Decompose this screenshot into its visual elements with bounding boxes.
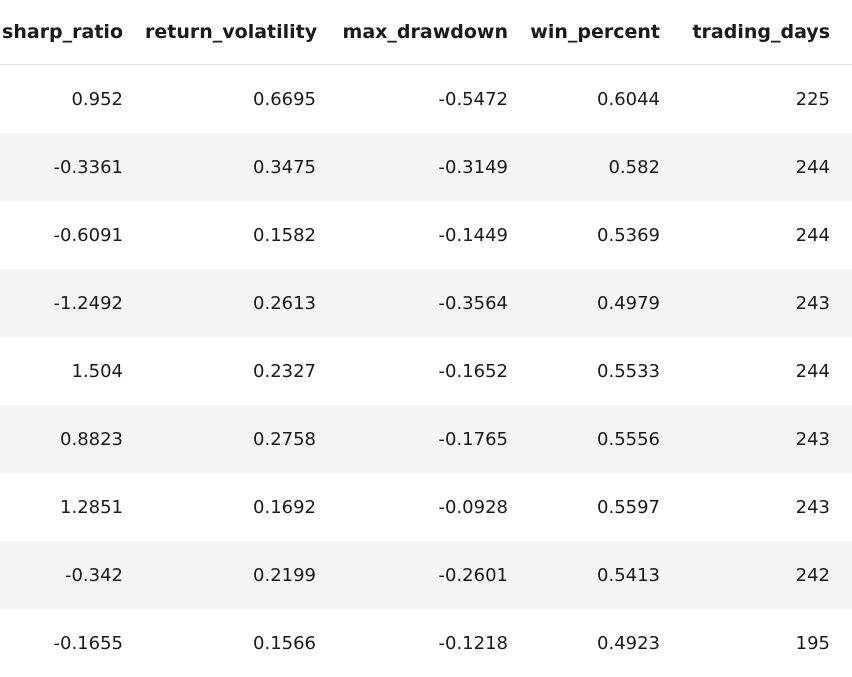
table-row: 0.952 0.6695 -0.5472 0.6044 225 bbox=[0, 65, 852, 134]
cell-trading-days: 243 bbox=[682, 269, 852, 337]
cell-win-percent: 0.5533 bbox=[530, 337, 682, 405]
header-row: sharp_ratio return_volatility max_drawdo… bbox=[0, 0, 852, 65]
cell-trading-days: 242 bbox=[682, 541, 852, 609]
cell-sharp-ratio: -0.342 bbox=[0, 541, 145, 609]
cell-win-percent: 0.5556 bbox=[530, 405, 682, 473]
cell-return-volatility: 0.2758 bbox=[145, 405, 338, 473]
column-header-return-volatility: return_volatility bbox=[145, 0, 338, 65]
table-row: 1.2851 0.1692 -0.0928 0.5597 243 bbox=[0, 473, 852, 541]
cell-max-drawdown: -0.1218 bbox=[338, 609, 530, 677]
cell-trading-days: 244 bbox=[682, 133, 852, 201]
table-row: 0.8823 0.2758 -0.1765 0.5556 243 bbox=[0, 405, 852, 473]
cell-max-drawdown: -0.1765 bbox=[338, 405, 530, 473]
column-header-trading-days: trading_days bbox=[682, 0, 852, 65]
cell-sharp-ratio: -0.3361 bbox=[0, 133, 145, 201]
cell-win-percent: 0.4979 bbox=[530, 269, 682, 337]
cell-sharp-ratio: -0.1655 bbox=[0, 609, 145, 677]
cell-sharp-ratio: 0.952 bbox=[0, 65, 145, 134]
cell-max-drawdown: -0.0928 bbox=[338, 473, 530, 541]
cell-win-percent: 0.5369 bbox=[530, 201, 682, 269]
cell-return-volatility: 0.2327 bbox=[145, 337, 338, 405]
cell-trading-days: 195 bbox=[682, 609, 852, 677]
cell-return-volatility: 0.6695 bbox=[145, 65, 338, 134]
cell-max-drawdown: -0.3564 bbox=[338, 269, 530, 337]
cell-max-drawdown: -0.5472 bbox=[338, 65, 530, 134]
cell-return-volatility: 0.1582 bbox=[145, 201, 338, 269]
cell-trading-days: 225 bbox=[682, 65, 852, 134]
column-header-win-percent: win_percent bbox=[530, 0, 682, 65]
cell-win-percent: 0.4923 bbox=[530, 609, 682, 677]
table-row: -0.1655 0.1566 -0.1218 0.4923 195 bbox=[0, 609, 852, 677]
cell-trading-days: 243 bbox=[682, 473, 852, 541]
cell-return-volatility: 0.3475 bbox=[145, 133, 338, 201]
table-row: -0.3361 0.3475 -0.3149 0.582 244 bbox=[0, 133, 852, 201]
table-row: -1.2492 0.2613 -0.3564 0.4979 243 bbox=[0, 269, 852, 337]
table-row: 1.504 0.2327 -0.1652 0.5533 244 bbox=[0, 337, 852, 405]
cell-max-drawdown: -0.1652 bbox=[338, 337, 530, 405]
table-body: 0.952 0.6695 -0.5472 0.6044 225 -0.3361 … bbox=[0, 65, 852, 677]
cell-max-drawdown: -0.2601 bbox=[338, 541, 530, 609]
cell-return-volatility: 0.1692 bbox=[145, 473, 338, 541]
cell-sharp-ratio: -0.6091 bbox=[0, 201, 145, 269]
cell-sharp-ratio: 1.2851 bbox=[0, 473, 145, 541]
cell-sharp-ratio: 0.8823 bbox=[0, 405, 145, 473]
cell-sharp-ratio: 1.504 bbox=[0, 337, 145, 405]
cell-trading-days: 243 bbox=[682, 405, 852, 473]
cell-sharp-ratio: -1.2492 bbox=[0, 269, 145, 337]
cell-return-volatility: 0.1566 bbox=[145, 609, 338, 677]
cell-return-volatility: 0.2613 bbox=[145, 269, 338, 337]
cell-return-volatility: 0.2199 bbox=[145, 541, 338, 609]
table-row: -0.342 0.2199 -0.2601 0.5413 242 bbox=[0, 541, 852, 609]
cell-win-percent: 0.5413 bbox=[530, 541, 682, 609]
cell-win-percent: 0.582 bbox=[530, 133, 682, 201]
cell-max-drawdown: -0.3149 bbox=[338, 133, 530, 201]
cell-win-percent: 0.5597 bbox=[530, 473, 682, 541]
column-header-max-drawdown: max_drawdown bbox=[338, 0, 530, 65]
cell-win-percent: 0.6044 bbox=[530, 65, 682, 134]
column-header-sharp-ratio: sharp_ratio bbox=[0, 0, 145, 65]
cell-max-drawdown: -0.1449 bbox=[338, 201, 530, 269]
cell-trading-days: 244 bbox=[682, 337, 852, 405]
table-row: -0.6091 0.1582 -0.1449 0.5369 244 bbox=[0, 201, 852, 269]
cell-trading-days: 244 bbox=[682, 201, 852, 269]
table-header: sharp_ratio return_volatility max_drawdo… bbox=[0, 0, 852, 65]
